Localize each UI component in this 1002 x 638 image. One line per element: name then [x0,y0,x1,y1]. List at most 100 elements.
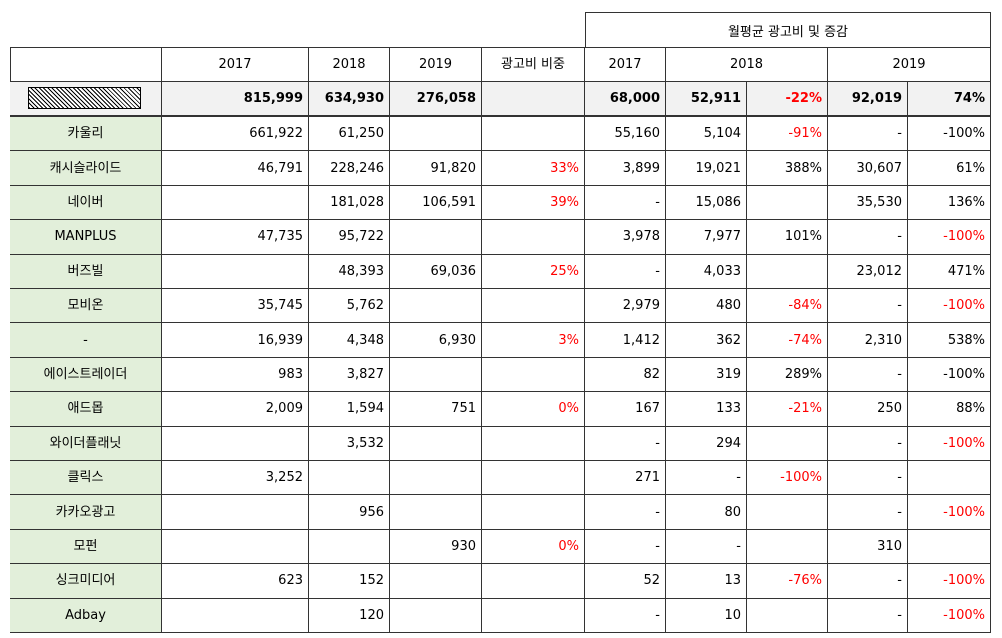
cell: -84% [747,289,828,324]
cell: 13 [666,564,747,599]
cell [908,461,991,496]
cell: - [828,495,908,530]
cell: 250 [828,392,908,427]
header-cell: 2017 [162,47,309,82]
cell: - [666,461,747,496]
cell: - [828,461,908,496]
cell: -91% [747,117,828,152]
cell [390,426,482,461]
cell: 106,591 [390,185,482,221]
cell: 538% [908,323,991,358]
cell [390,495,482,530]
cell: 15,086 [666,185,747,221]
cell: 480 [666,289,747,324]
cell: 47,735 [162,220,309,255]
header-cell: 2019 [828,47,991,82]
cell: 95,722 [309,220,390,255]
cell: 136% [908,185,991,221]
cell: 10 [666,598,747,633]
cell: 3,978 [585,220,666,255]
cell: 310 [828,529,908,565]
row-label: 클릭스 [10,461,162,496]
cell [482,357,585,393]
header-cell: 2017 [585,47,666,82]
cell: - [828,598,908,633]
group-header: 월평균 광고비 및 증감 [585,12,991,48]
cell: 4,033 [666,254,747,289]
cell: 930 [390,529,482,565]
row-label: 네이버 [10,185,162,221]
cell [309,461,390,496]
cell: - [585,254,666,289]
total-label [10,82,162,117]
cell: - [828,564,908,599]
cell [162,598,309,633]
cell: 3,899 [585,151,666,186]
cell: 815,999 [162,82,309,117]
cell: 30,607 [828,151,908,186]
cell: -100% [908,220,991,255]
cell [482,426,585,461]
cell: - [828,357,908,393]
cell: 5,104 [666,117,747,152]
cell: -76% [747,564,828,599]
cell: 120 [309,598,390,633]
row-label: 카울리 [10,117,162,152]
cell: 92,019 [828,82,908,117]
row-label: 모펀 [10,529,162,565]
cell: 2,979 [585,289,666,324]
row-label: 버즈빌 [10,254,162,289]
header-cell: 2019 [390,47,482,82]
cell: 35,530 [828,185,908,221]
cell: 52 [585,564,666,599]
cell: 61% [908,151,991,186]
cell: 661,922 [162,117,309,152]
cell [482,495,585,530]
cell [482,289,585,324]
cell: 16,939 [162,323,309,358]
header-cell: 2018 [309,47,390,82]
cell: -74% [747,323,828,358]
cell [482,598,585,633]
cell [390,220,482,255]
cell [390,461,482,496]
row-label: 모비온 [10,289,162,324]
cell [747,254,828,289]
cell: - [585,529,666,565]
cell: -100% [908,426,991,461]
cell: 152 [309,564,390,599]
cell: 983 [162,357,309,393]
cell: 68,000 [585,82,666,117]
cell: 33% [482,151,585,186]
cell: 634,930 [309,82,390,117]
cell: 6,930 [390,323,482,358]
cell [482,220,585,255]
cell: -22% [747,82,828,117]
cell: 0% [482,529,585,565]
cell: - [585,185,666,221]
cell: -100% [908,117,991,152]
row-label: 싱크미디어 [10,564,162,599]
cell: - [585,598,666,633]
cell: 74% [908,82,991,117]
cell: -100% [908,289,991,324]
cell [390,117,482,152]
cell: 319 [666,357,747,393]
header-cell [10,47,162,82]
cell: 61,250 [309,117,390,152]
cell: 167 [585,392,666,427]
cell: 88% [908,392,991,427]
cell: 289% [747,357,828,393]
cell [747,598,828,633]
cell: 2,310 [828,323,908,358]
cell: 3,252 [162,461,309,496]
cell: 0% [482,392,585,427]
row-label: 카카오광고 [10,495,162,530]
cell: 80 [666,495,747,530]
cell: -100% [747,461,828,496]
cell: 271 [585,461,666,496]
cell: - [828,426,908,461]
row-label: Adbay [10,598,162,633]
cell [482,117,585,152]
cell [747,529,828,565]
